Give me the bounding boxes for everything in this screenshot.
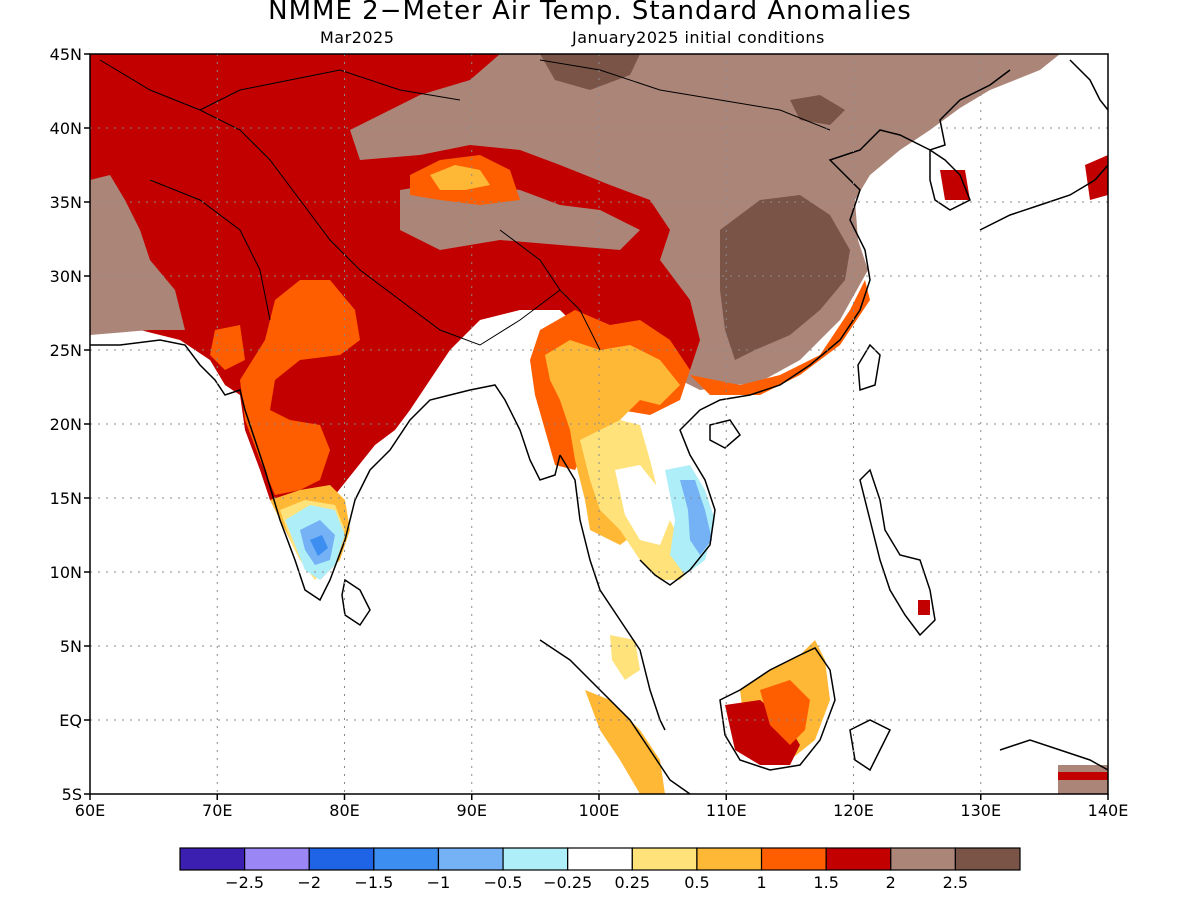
x-tick-label: 110E <box>706 801 747 820</box>
legend-label: 1 <box>756 873 766 892</box>
y-tick-label: 5S <box>62 785 82 804</box>
y-tick-label: 10N <box>50 563 82 582</box>
legend-swatch <box>954 847 1021 871</box>
field-amber-tibet <box>430 165 490 190</box>
y-tick-label: 45N <box>50 45 82 64</box>
field-orange-india <box>240 280 360 495</box>
y-tick-label: 20N <box>50 415 82 434</box>
legend-label: 2.5 <box>943 873 968 892</box>
coast-sumatra <box>539 639 691 794</box>
legend-swatch <box>890 847 956 871</box>
grid-lines <box>90 54 1108 794</box>
field-orange-borneo <box>760 680 810 745</box>
legend-swatch <box>373 847 440 871</box>
y-tick-label: 35N <box>50 193 82 212</box>
x-tick-label: 100E <box>579 801 620 820</box>
field-darkbrown-china <box>720 195 850 360</box>
legend-swatch <box>760 847 827 871</box>
field-brown-japan <box>1005 54 1045 72</box>
y-axis: 45N 40N 35N 30N 25N 20N 15N 10N 5N EQ 5S <box>50 45 90 804</box>
y-tick-label: EQ <box>59 711 82 730</box>
x-tick-label: 90E <box>457 801 487 820</box>
coast-srilanka <box>341 578 371 627</box>
x-tick-label: 140E <box>1088 801 1129 820</box>
field-orange-southchina <box>690 280 870 395</box>
legend-swatch <box>244 847 310 871</box>
coast-hainan <box>709 419 741 449</box>
x-tick-label: 120E <box>833 801 874 820</box>
coast-borneo <box>719 647 836 771</box>
legend-label: −0.25 <box>543 873 592 892</box>
field-red-philippines <box>918 600 930 615</box>
field-amber-malaya <box>610 635 640 680</box>
field-white-sea <box>615 465 670 545</box>
y-tick-label: 40N <box>50 119 82 138</box>
anomaly-fields <box>90 54 1108 794</box>
coast-india <box>90 339 561 602</box>
legend-label: −1.5 <box>354 873 393 892</box>
legend-swatch <box>308 847 375 871</box>
y-tick-label: 30N <box>50 267 82 286</box>
coast-korea <box>929 148 971 211</box>
legend-label: −1 <box>427 873 451 892</box>
field-amber-sumatra <box>585 690 665 794</box>
y-tick-label: 25N <box>50 341 82 360</box>
field-orange-iran <box>210 325 245 370</box>
legend-swatch <box>502 847 569 871</box>
color-legend: −2.5 −2 −1.5 −1 −0.5 −0.25 0.25 0.5 1 1.5 2 2.5 <box>179 847 1021 892</box>
legend-label: 2 <box>886 873 896 892</box>
initial-conditions-label: January2025 initial conditions <box>572 28 825 47</box>
x-tick-label: 80E <box>329 801 359 820</box>
legend-label: 1.5 <box>813 873 838 892</box>
coast-taiwan <box>857 343 881 392</box>
legend-swatch <box>696 847 763 871</box>
field-darkbrown-ne <box>790 95 845 125</box>
coast-japan <box>979 59 1108 231</box>
chart-title: NMME 2−Meter Air Temp. Standard Anomalie… <box>268 0 912 26</box>
coast-sulawesi <box>849 719 892 772</box>
legend-swatch <box>567 847 633 871</box>
field-red-borneo <box>725 700 800 765</box>
legend-swatch <box>631 847 698 871</box>
field-brown-west <box>90 175 185 335</box>
field-lightblue-vietnam <box>680 480 712 555</box>
x-tick-label: 60E <box>75 801 105 820</box>
legend-label: −2 <box>297 873 321 892</box>
legend-label: −0.5 <box>484 873 523 892</box>
coast-philippines <box>859 468 936 637</box>
legend-label: 0.5 <box>684 873 709 892</box>
x-tick-label: 130E <box>960 801 1001 820</box>
x-tick-label: 70E <box>202 801 232 820</box>
field-blue-india <box>310 535 328 556</box>
borders-inland <box>99 59 831 351</box>
field-red-korea <box>940 170 970 200</box>
y-tick-label: 15N <box>50 489 82 508</box>
y-tick-label: 5N <box>60 637 82 656</box>
field-red-png <box>1058 772 1108 780</box>
coast-png <box>999 739 1108 771</box>
x-axis: 60E 70E 80E 90E 100E 110E 120E 130E 140E <box>75 794 1129 820</box>
legend-swatch <box>179 847 246 871</box>
field-brown-north <box>270 54 1060 390</box>
field-amber-sea <box>545 340 680 545</box>
legend-swatch <box>825 847 892 871</box>
legend-label: 0.25 <box>614 873 650 892</box>
coastlines <box>90 59 1108 794</box>
field-darkbrown-mongolia <box>540 54 640 90</box>
legend-swatch <box>437 847 504 871</box>
valid-month-label: Mar2025 <box>320 28 395 47</box>
legend-label: −2.5 <box>225 873 264 892</box>
